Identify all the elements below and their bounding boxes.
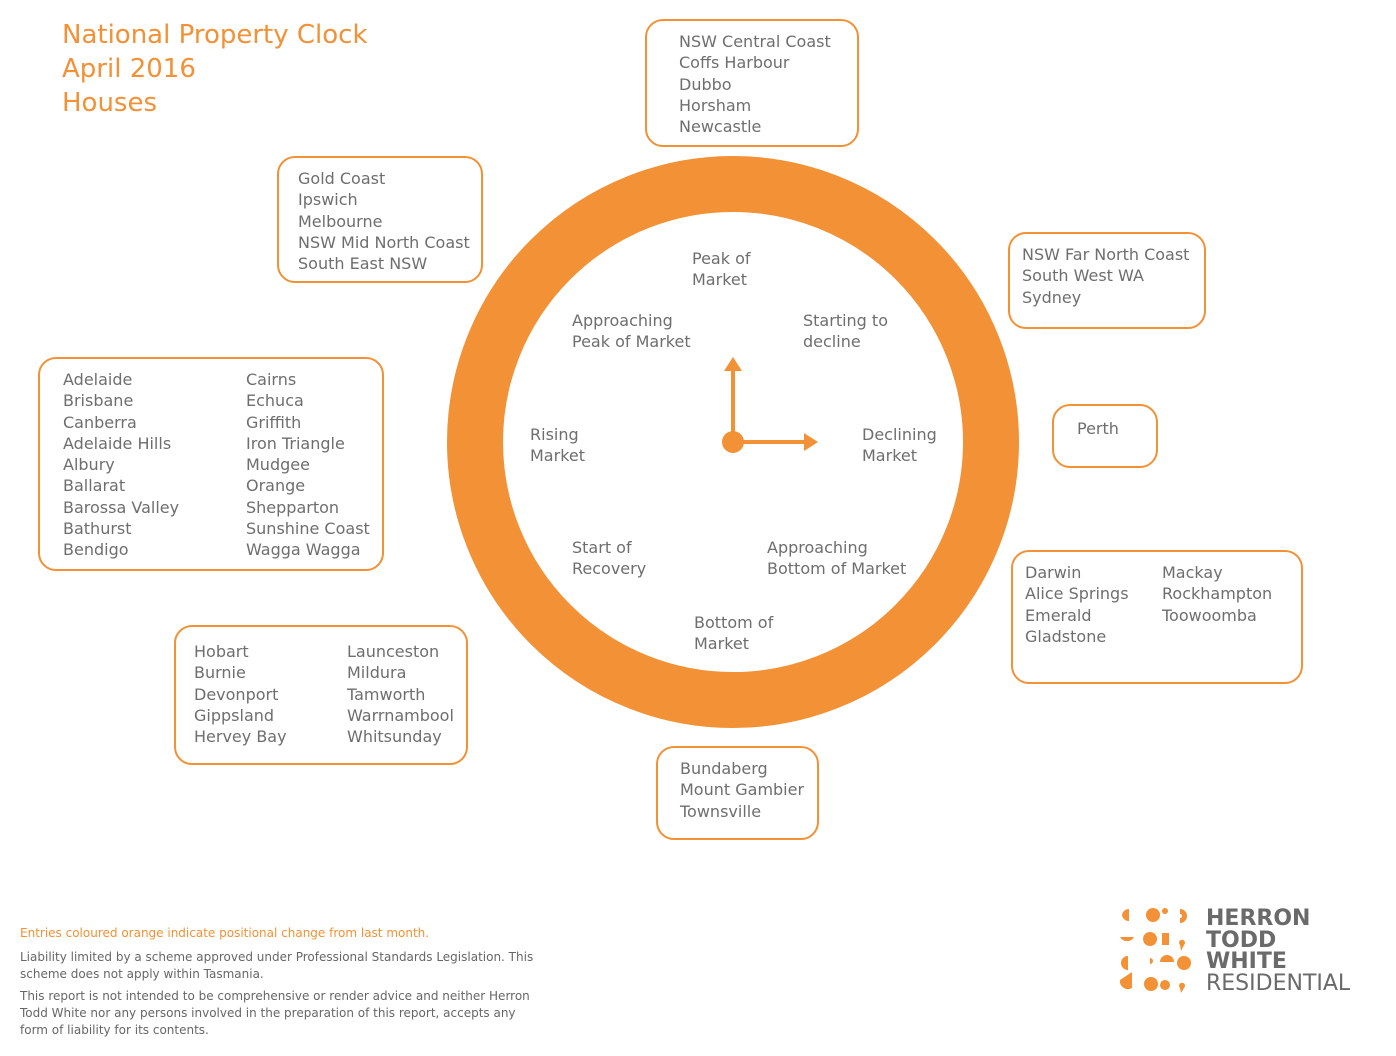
region-name: Brisbane: [63, 391, 134, 411]
region-name: Hervey Bay: [194, 727, 287, 747]
title-line-1: National Property Clock: [62, 20, 368, 50]
region-name: Orange: [246, 476, 306, 496]
region-name: Wagga Wagga: [246, 540, 361, 560]
hour-hand-arrowhead: [724, 357, 742, 371]
position-label-approaching-peak: Approaching Peak of Market: [572, 311, 691, 351]
region-name: Mudgee: [246, 455, 310, 475]
region-name: Adelaide Hills: [63, 433, 172, 453]
region-name: Echuca: [246, 391, 304, 411]
region-list: Cairns Echuca Griffith Iron Triangle Mudgee O…: [246, 369, 370, 561]
region-name: Melbourne: [298, 211, 383, 231]
region-box-approaching-peak: Gold Coast Ipswich Melbourne NSW Mid North …: [277, 156, 483, 283]
region-name: Coffs Harbour: [679, 53, 790, 73]
position-label-starting-decline: Starting to decline: [803, 311, 888, 351]
region-name: NSW Mid North Coast: [298, 232, 470, 252]
position-label-declining: Declining Market: [862, 425, 937, 465]
region-name: Gold Coast: [298, 169, 386, 188]
region-list: NSW Far North Coast South West WA Sydney: [1022, 244, 1189, 308]
region-name: Newcastle: [679, 117, 762, 137]
position-label-start-recovery: Start of Recovery: [572, 538, 647, 578]
region-name: Shepparton: [246, 497, 340, 517]
region-name: Gladstone: [1025, 626, 1107, 646]
region-name: Adelaide: [63, 370, 133, 389]
region-name: Gippsland: [194, 705, 275, 725]
position-label-approaching-bottom: Approaching Bottom of Market: [767, 538, 907, 578]
region-name: Darwin: [1025, 563, 1082, 582]
region-name: Sydney: [1022, 287, 1082, 307]
region-list: Hobart Burnie Devonport Gippsland Hervey Bay: [194, 641, 287, 747]
region-name: Warrnambool: [347, 705, 454, 725]
clock-ring: [447, 156, 1019, 728]
region-name: Bendigo: [63, 540, 129, 560]
title-line-2: April 2016: [62, 54, 196, 84]
position-label-peak: Peak of Market: [692, 249, 751, 289]
region-name: Rockhampton: [1162, 584, 1273, 604]
region-name: Canberra: [63, 412, 137, 432]
region-name: Horsham: [679, 95, 752, 115]
region-list: NSW Central Coast Coffs Harbour Dubbo Horsh…: [679, 31, 831, 137]
region-list: Darwin Alice Springs Emerald Gladstone: [1025, 562, 1129, 647]
region-name: Dubbo: [679, 74, 732, 94]
region-box-starting-decline: NSW Far North Coast South West WA Sydney: [1008, 232, 1206, 329]
region-list: Adelaide Brisbane Canberra Adelaide Hills Al…: [63, 369, 179, 561]
footer-note: Entries coloured orange indicate positio…: [20, 926, 430, 940]
region-box-rising: Adelaide Brisbane Canberra Adelaide Hills Al…: [38, 357, 384, 571]
region-box-peak: NSW Central Coast Coffs Harbour Dubbo Horsh…: [645, 19, 859, 147]
region-name: Sunshine Coast: [246, 519, 370, 539]
region-name: Tamworth: [347, 684, 426, 704]
region-name: Devonport: [194, 684, 279, 704]
region-name: Ipswich: [298, 190, 358, 210]
region-name: NSW Far North Coast: [1022, 245, 1190, 264]
herron-todd-white-logo: HERRON TODD WHITE RESIDENTIAL: [1118, 908, 1368, 998]
region-list: Gold Coast Ipswich Melbourne NSW Mid North …: [298, 168, 470, 274]
region-name: Bathurst: [63, 519, 132, 539]
logo-wordmark: HERRON TODD WHITE RESIDENTIAL: [1206, 906, 1351, 996]
region-name: Ballarat: [63, 476, 126, 496]
clock-centre: [722, 431, 744, 453]
region-name: Perth: [1077, 419, 1119, 438]
footer-liability: Liability limited by a scheme approved u…: [20, 950, 534, 981]
region-name: Mackay: [1162, 563, 1223, 582]
title-line-3: Houses: [62, 88, 158, 118]
region-box-declining: Perth: [1052, 404, 1158, 468]
region-name: South East NSW: [298, 254, 428, 274]
region-name: Whitsunday: [347, 727, 442, 747]
region-name: Griffith: [246, 412, 302, 432]
logo-mark-icon: [1119, 908, 1191, 993]
region-name: Burnie: [194, 663, 246, 683]
region-name: NSW Central Coast: [679, 32, 831, 51]
region-name: Mildura: [347, 663, 407, 683]
region-list: Mackay Rockhampton Toowoomba: [1162, 562, 1272, 626]
position-label-rising: Rising Market: [530, 425, 585, 465]
region-name: Barossa Valley: [63, 497, 180, 517]
region-name: Townsville: [680, 801, 762, 821]
minute-hand-arrowhead: [804, 433, 818, 451]
region-name: Launceston: [347, 642, 440, 661]
region-name: Alice Springs: [1025, 584, 1129, 604]
position-label-bottom: Bottom of Market: [694, 613, 774, 653]
region-list: Bundaberg Mount Gambier Townsville: [680, 758, 804, 822]
clock-hands: [722, 357, 818, 453]
region-box-bottom: Bundaberg Mount Gambier Townsville: [656, 746, 819, 840]
region-name: Bundaberg: [680, 759, 768, 778]
region-name: South West WA: [1022, 266, 1144, 286]
region-list: Launceston Mildura Tamworth Warrnambool Whit…: [347, 641, 454, 747]
region-list: Perth: [1077, 418, 1119, 439]
region-name: Mount Gambier: [680, 780, 805, 800]
footer-disclaimer: This report is not intended to be compre…: [20, 989, 530, 1037]
region-name: Cairns: [246, 370, 297, 389]
page-title: National Property Clock April 2016 House…: [62, 18, 368, 120]
region-box-start-recovery: Hobart Burnie Devonport Gippsland Hervey Bay…: [174, 625, 468, 765]
region-box-approaching-bottom: Darwin Alice Springs Emerald Gladstone Mack…: [1011, 550, 1303, 684]
region-name: Iron Triangle: [246, 433, 345, 453]
region-name: Albury: [63, 455, 115, 475]
region-name: Hobart: [194, 642, 249, 661]
region-name: Emerald: [1025, 605, 1092, 625]
region-name: Toowoomba: [1162, 605, 1257, 625]
